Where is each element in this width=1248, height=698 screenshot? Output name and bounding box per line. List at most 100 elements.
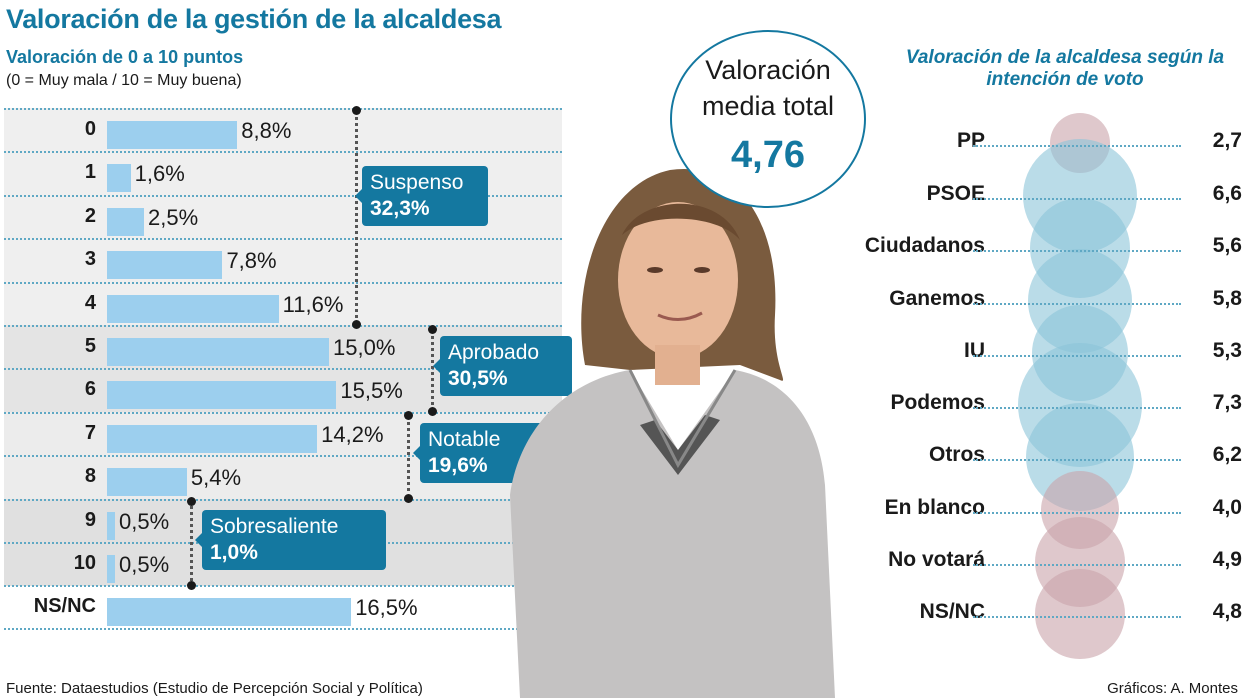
group-name: Aprobado [448, 341, 540, 364]
bracket-notable [404, 411, 413, 503]
score-bar [107, 338, 329, 366]
score-label: 5 [84, 335, 96, 357]
party-row: En blanco 4,0 [820, 496, 1248, 526]
bracket-aprobado [428, 325, 437, 416]
score-label: 7 [84, 422, 96, 444]
source-note: Fuente: Dataestudios (Estudio de Percepc… [6, 680, 423, 697]
party-label: Otros [928, 443, 985, 466]
score-row: 3 7,8% [4, 238, 562, 281]
party-row: No votará 4,9 [820, 548, 1248, 578]
leader-dots [973, 198, 1181, 200]
score-bar [107, 555, 115, 583]
score-percent: 16,5% [355, 595, 418, 620]
row-separator [4, 282, 562, 284]
group-name: Sobresaliente [210, 515, 339, 538]
score-percent: 2,5% [148, 205, 199, 230]
party-rating: 2,7 [1212, 129, 1242, 152]
score-label: 0 [84, 118, 96, 140]
leader-dots [973, 407, 1181, 409]
party-rating: 4,0 [1212, 496, 1242, 519]
party-rating: 5,6 [1212, 234, 1242, 257]
party-row: Otros 6,2 [820, 443, 1248, 473]
row-separator [4, 585, 562, 587]
score-percent: 11,6% [282, 292, 344, 317]
party-label: Podemos [890, 391, 985, 414]
row-separator [4, 108, 562, 110]
party-label: PP [956, 129, 985, 152]
row-separator [4, 368, 562, 370]
party-row: Podemos 7,3 [820, 391, 1248, 421]
score-percent: 0,5% [119, 552, 170, 577]
leader-dots [973, 564, 1181, 566]
group-tag-sobresaliente: Sobresaliente 1,0% [195, 510, 386, 570]
score-label: 1 [84, 161, 96, 183]
score-row: 8 5,4% [4, 455, 562, 498]
party-row: PP 2,7 [820, 129, 1248, 159]
group-tag-suspenso: Suspenso 32,3% [355, 166, 488, 226]
party-label: En blanco [884, 496, 985, 519]
score-bar [107, 251, 223, 279]
bracket-suspenso [352, 106, 361, 329]
score-label: 2 [84, 205, 96, 227]
mayor-photo [510, 168, 835, 698]
score-row: 4 11,6% [4, 282, 562, 325]
right-chart-title: Valoración de la alcaldesa según la inte… [905, 47, 1225, 90]
leader-dots [973, 145, 1181, 147]
group-value: 1,0% [210, 541, 258, 564]
score-percent: 1,6% [134, 161, 185, 186]
party-label: Ganemos [889, 287, 985, 310]
group-value: 32,3% [370, 197, 430, 220]
score-bar [107, 512, 115, 540]
party-label: PSOE [926, 182, 985, 205]
party-row: IU 5,3 [820, 339, 1248, 369]
party-rating: 4,8 [1212, 600, 1242, 623]
score-bar [107, 164, 131, 192]
score-bar [107, 425, 318, 453]
party-label: Ciudadanos [864, 234, 985, 257]
score-bar [107, 295, 279, 323]
row-separator [4, 238, 562, 240]
table-bottom-separator [4, 628, 562, 630]
score-row: 5 15,0% [4, 325, 562, 368]
credit-note: Gráficos: A. Montes [1107, 680, 1238, 697]
mean-rating-value: 4,76 [731, 134, 805, 176]
mean-rating-circle: Valoración media total 4,76 [670, 30, 866, 208]
group-name: Notable [428, 428, 501, 451]
score-percent: 7,8% [226, 248, 277, 273]
leader-dots [973, 459, 1181, 461]
score-bar [107, 381, 337, 409]
left-chart-subtitle: Valoración de 0 a 10 puntos [6, 47, 244, 67]
party-rating: 6,6 [1212, 182, 1242, 205]
score-percent: 5,4% [190, 465, 242, 490]
party-rating: 6,2 [1212, 443, 1242, 466]
score-row: 0 8,8% [4, 108, 562, 151]
score-row: 1 1,6% [4, 151, 562, 194]
score-bar [107, 208, 144, 236]
score-label: 8 [84, 465, 96, 487]
leader-dots [973, 250, 1181, 252]
score-percent: 15,5% [340, 378, 403, 403]
party-row: NS/NC 4,8 [820, 600, 1248, 630]
page-title: Valoración de la gestión de la alcaldesa [6, 4, 502, 34]
party-row: Ciudadanos 5,6 [820, 234, 1248, 264]
score-label: 9 [84, 509, 96, 531]
party-rating: 4,9 [1212, 548, 1242, 571]
party-label: NS/NC [919, 600, 985, 623]
left-chart-note: (0 = Muy mala / 10 = Muy buena) [6, 72, 242, 89]
party-row: Ganemos 5,8 [820, 287, 1248, 317]
party-rating: 5,3 [1212, 339, 1242, 362]
score-label: 6 [84, 378, 96, 400]
score-label: 3 [84, 248, 96, 270]
leader-dots [973, 616, 1181, 618]
bracket-sobresaliente [187, 497, 196, 590]
party-label: IU [964, 339, 985, 362]
score-bar [107, 598, 352, 626]
mean-rating-label: Valoración media total [701, 55, 835, 121]
party-label: No votará [888, 548, 985, 571]
party-rating: 7,3 [1212, 391, 1242, 414]
leader-dots [973, 355, 1181, 357]
group-tag-aprobado: Aprobado 30,5% [433, 336, 572, 396]
group-value: 30,5% [448, 367, 508, 390]
score-percent: 8,8% [241, 118, 292, 143]
score-label: 10 [73, 552, 96, 574]
